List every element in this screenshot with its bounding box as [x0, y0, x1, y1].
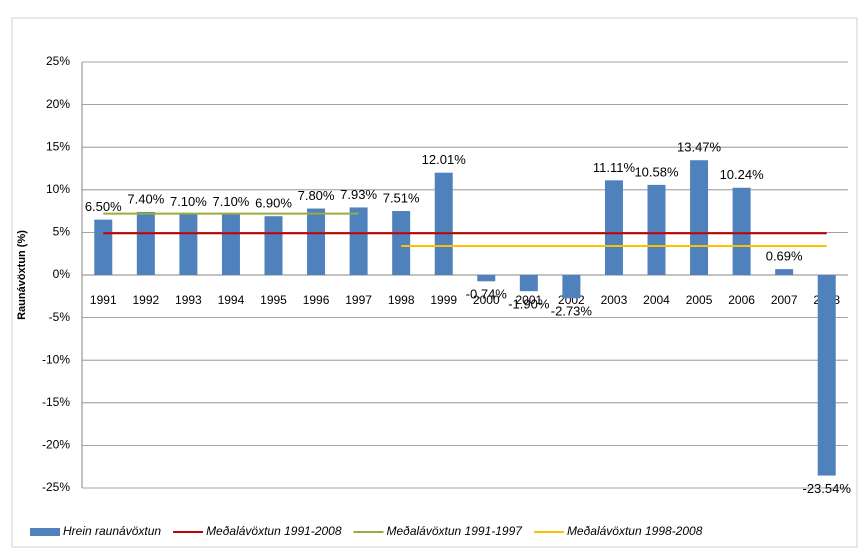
x-tick-label: 2006 — [728, 293, 755, 307]
y-tick-label: 5% — [53, 225, 71, 239]
bar — [775, 269, 794, 275]
data-label: 0.69% — [766, 249, 803, 264]
y-tick-label: 0% — [53, 267, 71, 281]
bar — [604, 180, 623, 275]
x-tick-label: 1996 — [303, 293, 330, 307]
data-label: 11.11% — [593, 160, 636, 175]
bar — [221, 214, 240, 275]
bar — [732, 187, 751, 275]
y-tick-label: 25% — [46, 54, 70, 68]
legend-label: Hrein raunávöxtun — [63, 524, 161, 538]
y-tick-label: 15% — [46, 139, 70, 153]
data-label: -0.74% — [466, 287, 508, 302]
x-tick-label: 2001 — [515, 293, 542, 307]
data-label: 7.10% — [213, 194, 250, 209]
x-tick-label: 1995 — [260, 293, 287, 307]
x-tick-label: 1991 — [90, 293, 117, 307]
data-label: 10.24% — [720, 167, 765, 182]
y-axis-title: Raunávöxtun (%) — [16, 230, 28, 320]
bar — [647, 184, 666, 275]
data-label: 7.93% — [340, 187, 377, 202]
bar — [690, 160, 709, 275]
data-label: 7.51% — [383, 190, 420, 205]
x-tick-label: 2000 — [473, 293, 500, 307]
bar — [434, 172, 453, 275]
data-label: 6.50% — [85, 199, 122, 214]
x-tick-label: 1998 — [388, 293, 415, 307]
bar — [562, 275, 581, 299]
legend-label: Meðalávöxtun 1991-1997 — [387, 524, 524, 538]
data-label: 6.90% — [255, 196, 292, 211]
bar — [519, 275, 538, 292]
bar — [477, 275, 496, 282]
y-tick-label: 10% — [46, 182, 70, 196]
x-tick-label: 2004 — [643, 293, 670, 307]
legend-label: Meðalávöxtun 1998-2008 — [567, 524, 703, 538]
bar — [136, 211, 155, 275]
x-tick-label: 1994 — [218, 293, 245, 307]
data-label: 12.01% — [422, 152, 467, 167]
x-tick-label: 2007 — [771, 293, 798, 307]
x-tick-label: 1997 — [345, 293, 372, 307]
legend-swatch — [30, 528, 60, 536]
data-label: 7.40% — [127, 191, 164, 206]
x-tick-label: 1993 — [175, 293, 202, 307]
y-tick-label: 20% — [46, 97, 70, 111]
data-label: 7.10% — [170, 194, 207, 209]
data-label: -2.73% — [551, 304, 593, 319]
x-tick-label: 1999 — [430, 293, 457, 307]
data-label: 13.47% — [677, 140, 722, 155]
x-tick-label: 2005 — [686, 293, 713, 307]
data-label: -1.90% — [508, 297, 550, 312]
data-label: -23.54% — [803, 481, 852, 496]
x-tick-label: 1992 — [132, 293, 159, 307]
bar — [179, 214, 198, 275]
data-label: 10.58% — [634, 164, 679, 179]
bar — [94, 219, 113, 275]
bar — [392, 211, 411, 275]
y-tick-label: -5% — [49, 310, 71, 324]
chart-frame — [11, 17, 858, 548]
y-tick-label: -25% — [42, 480, 70, 494]
y-tick-label: -10% — [42, 352, 70, 366]
bar — [817, 275, 836, 476]
bar — [307, 208, 326, 275]
data-label: 7.80% — [298, 188, 335, 203]
y-tick-label: -15% — [42, 395, 70, 409]
legend-label: Meðalávöxtun 1991-2008 — [206, 524, 342, 538]
x-tick-label: 2003 — [601, 293, 628, 307]
bar — [349, 207, 368, 275]
y-tick-label: -20% — [42, 438, 70, 452]
bar — [264, 216, 283, 275]
